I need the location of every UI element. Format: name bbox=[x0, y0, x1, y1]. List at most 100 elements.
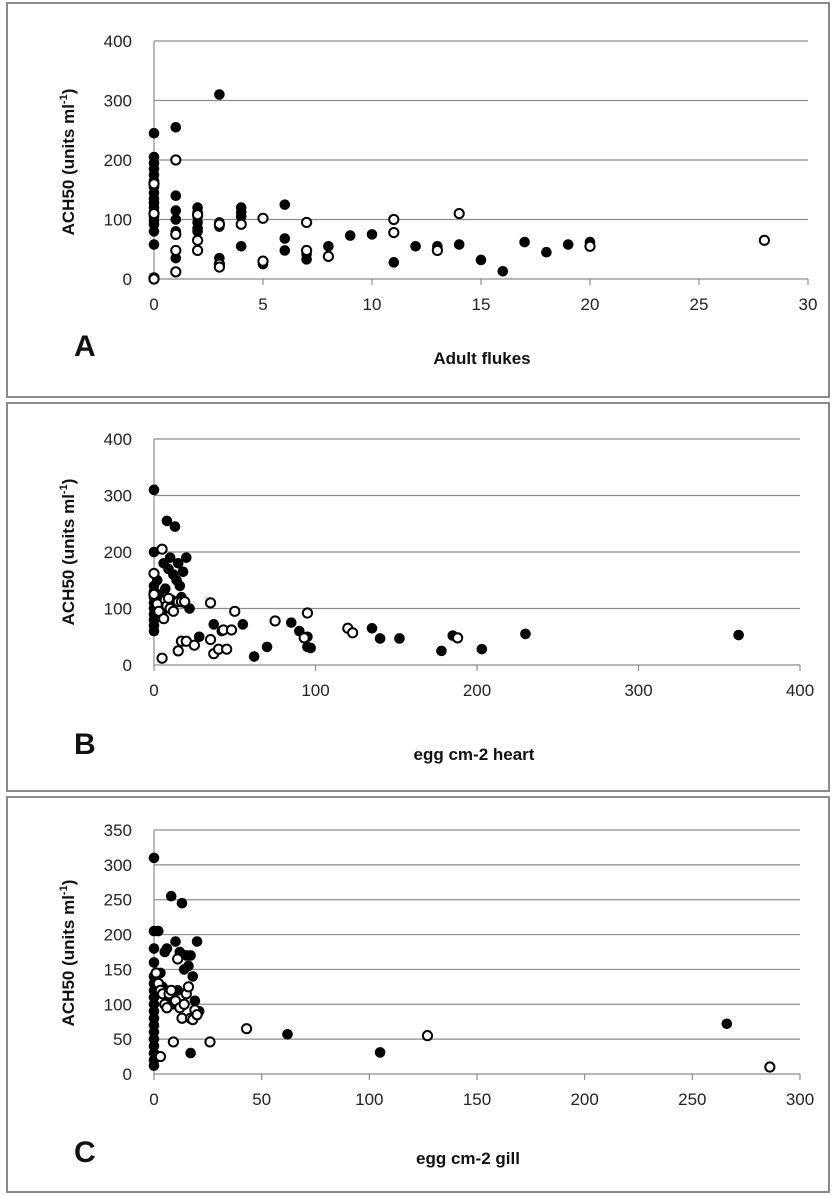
data-point-open bbox=[229, 605, 241, 617]
data-point-open bbox=[301, 607, 314, 619]
data-point-filled bbox=[189, 995, 201, 1007]
data-point-open bbox=[322, 250, 334, 262]
data-point-open bbox=[235, 218, 247, 230]
y-axis-label-sup: -1 bbox=[58, 94, 70, 104]
x-tick-label: 10 bbox=[363, 295, 382, 314]
data-point-filled bbox=[177, 566, 189, 578]
data-point-open bbox=[225, 624, 238, 636]
chart-panel-c: 0 50 100 150 200 250 300 350 0 50 100 150 200 250 300 … bbox=[6, 796, 830, 1193]
data-point-filled bbox=[148, 239, 160, 250]
y-axis-label: ACH50 (units ml-1) bbox=[58, 479, 78, 626]
data-point-open bbox=[421, 1030, 434, 1042]
x-tick-label: 0 bbox=[149, 1090, 158, 1109]
y-axis-label: ACH50 (units ml-1) bbox=[58, 89, 78, 236]
x-axis-label: egg cm-2 heart bbox=[414, 745, 535, 764]
chart-a-ticks: 0 100 200 300 400 0 5 10 15 20 25 30 bbox=[104, 32, 818, 314]
data-point-filled bbox=[176, 897, 188, 909]
data-point-filled bbox=[181, 552, 192, 563]
data-point-open bbox=[178, 998, 190, 1010]
y-axis-label-main: ACH50 (units ml bbox=[59, 895, 78, 1026]
chart-panel-a: 0 100 200 300 400 0 5 10 15 20 25 30 A Adult flukes… bbox=[6, 2, 830, 398]
data-point-open bbox=[388, 226, 400, 239]
chart-a-grid bbox=[153, 40, 808, 280]
data-point-filled bbox=[170, 214, 182, 225]
x-tick-label: 0 bbox=[149, 295, 158, 314]
data-point-open bbox=[301, 216, 313, 229]
data-point-filled bbox=[721, 1018, 733, 1030]
chart-b-svg: 0 100 200 300 400 0 100 200 300 400 B egg cm-2 he… bbox=[58, 430, 814, 764]
data-point-open bbox=[158, 613, 170, 625]
y-axis-label-end: ) bbox=[59, 89, 78, 95]
data-point-filled bbox=[148, 226, 160, 237]
data-point-open bbox=[148, 567, 160, 580]
panel-letter: A bbox=[74, 330, 96, 363]
data-point-open bbox=[170, 244, 182, 257]
data-point-open bbox=[179, 596, 191, 608]
x-tick-label: 5 bbox=[258, 295, 267, 314]
data-point-open bbox=[156, 543, 168, 555]
y-axis-label-main: ACH50 (units ml bbox=[59, 494, 78, 625]
data-point-filled bbox=[279, 233, 291, 244]
data-point-filled bbox=[235, 240, 247, 252]
data-point-open bbox=[204, 597, 217, 609]
chart-c-points bbox=[148, 852, 776, 1073]
data-point-open bbox=[213, 218, 225, 230]
y-axis-label-sup: -1 bbox=[58, 885, 70, 895]
y-tick-label: 0 bbox=[123, 1065, 132, 1084]
y-tick-label: 250 bbox=[104, 891, 132, 910]
data-point-open bbox=[758, 234, 771, 246]
data-point-filled bbox=[148, 625, 160, 637]
x-tick-label: 50 bbox=[252, 1090, 271, 1109]
data-point-open bbox=[148, 178, 160, 190]
data-point-open bbox=[388, 213, 400, 226]
data-point-open bbox=[257, 212, 269, 224]
x-tick-label: 25 bbox=[690, 295, 709, 314]
data-point-filled bbox=[436, 645, 447, 657]
y-tick-label: 200 bbox=[104, 543, 132, 562]
y-tick-label: 300 bbox=[104, 487, 132, 506]
data-point-open bbox=[170, 266, 182, 278]
y-axis-label: ACH50 (units ml-1) bbox=[58, 880, 78, 1027]
data-point-filled bbox=[323, 240, 334, 252]
chart-a-points bbox=[148, 89, 771, 285]
data-point-open bbox=[301, 244, 313, 257]
y-tick-label: 100 bbox=[104, 600, 132, 619]
data-point-filled bbox=[148, 852, 160, 864]
data-point-open bbox=[148, 273, 160, 285]
panel-letter: C bbox=[74, 1136, 96, 1169]
y-tick-label: 100 bbox=[104, 211, 132, 230]
x-tick-label: 300 bbox=[786, 1090, 814, 1109]
data-point-filled bbox=[475, 254, 487, 266]
x-axis-label: egg cm-2 gill bbox=[416, 1149, 520, 1168]
data-point-filled bbox=[279, 245, 291, 256]
chart-b-points bbox=[148, 484, 744, 664]
data-point-open bbox=[221, 643, 233, 655]
y-tick-label: 400 bbox=[104, 430, 132, 449]
data-point-open bbox=[347, 627, 359, 639]
data-point-open bbox=[161, 1002, 173, 1014]
data-point-filled bbox=[562, 239, 574, 250]
y-axis-label-main: ACH50 (units ml bbox=[59, 104, 78, 235]
x-tick-label: 30 bbox=[799, 295, 818, 314]
data-point-filled bbox=[161, 943, 173, 954]
y-tick-label: 400 bbox=[104, 32, 132, 51]
y-tick-label: 0 bbox=[123, 656, 132, 675]
data-point-filled bbox=[453, 239, 465, 250]
y-tick-label: 0 bbox=[123, 270, 132, 289]
data-point-open bbox=[148, 588, 160, 600]
data-point-filled bbox=[193, 631, 205, 643]
data-point-filled bbox=[164, 552, 176, 563]
data-point-open bbox=[584, 240, 596, 252]
y-tick-label: 350 bbox=[104, 821, 132, 840]
x-tick-label: 100 bbox=[301, 681, 329, 700]
data-point-filled bbox=[285, 617, 297, 628]
data-point-open bbox=[191, 1009, 203, 1021]
chart-c-grid bbox=[153, 829, 800, 1075]
data-point-filled bbox=[161, 515, 173, 527]
data-point-filled bbox=[248, 651, 260, 662]
x-tick-label: 200 bbox=[570, 1090, 598, 1109]
data-point-open bbox=[204, 633, 217, 646]
data-point-filled bbox=[344, 230, 356, 241]
data-point-filled bbox=[366, 229, 378, 240]
data-point-open bbox=[154, 1050, 167, 1063]
